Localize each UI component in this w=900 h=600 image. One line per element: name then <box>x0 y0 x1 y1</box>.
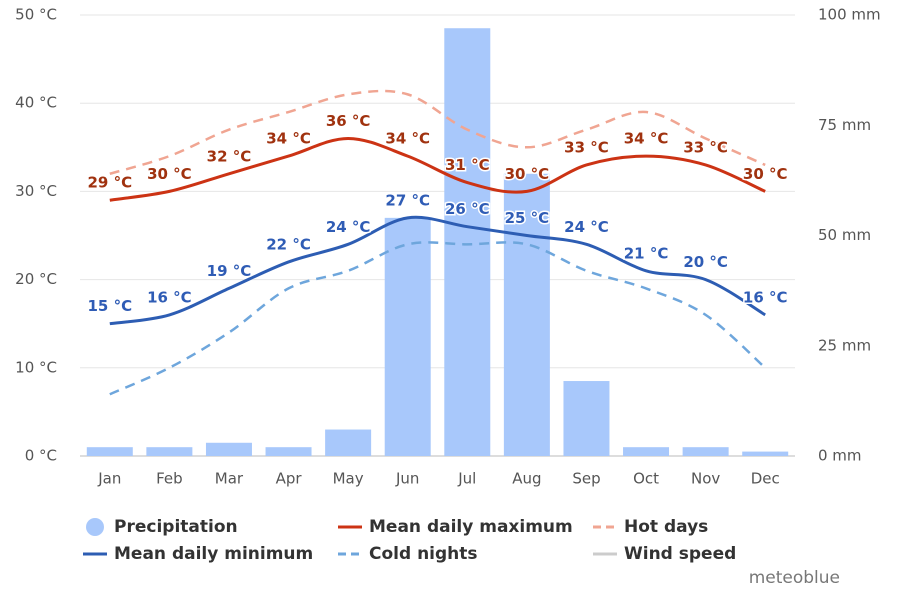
x-tick-label: Oct <box>633 470 659 488</box>
data-label: 32 °C <box>207 147 252 165</box>
legend-label: Hot days <box>624 517 708 537</box>
data-label: 24 °C <box>564 218 609 236</box>
y2-tick-label: 75 mm <box>818 116 871 134</box>
data-label: 33 °C <box>564 138 609 156</box>
legend-label: Wind speed <box>624 544 736 564</box>
grid <box>80 14 795 457</box>
legend-label: Precipitation <box>114 517 238 537</box>
bar <box>265 447 312 456</box>
x-tick-label: Dec <box>751 470 780 488</box>
y-tick-label: 40 °C <box>15 94 57 112</box>
y-tick-label: 20 °C <box>15 270 57 288</box>
data-label: 24 °C <box>326 218 371 236</box>
bar <box>682 447 729 456</box>
bar <box>444 28 491 456</box>
data-label: 34 °C <box>266 130 311 148</box>
x-tick-label: Aug <box>512 470 541 488</box>
bar <box>742 451 789 456</box>
bar <box>205 442 252 456</box>
bar <box>563 381 610 456</box>
data-label: 21 °C <box>624 244 669 262</box>
data-label: 31 °C <box>445 156 490 174</box>
line <box>109 136 766 202</box>
data-label: 34 °C <box>385 130 430 148</box>
data-label: 22 °C <box>266 235 311 253</box>
data-label: 19 °C <box>207 262 252 280</box>
y2-tick-label: 50 mm <box>818 226 871 244</box>
data-label: 30 °C <box>147 165 192 183</box>
line <box>109 215 766 326</box>
data-label: 15 °C <box>87 297 132 315</box>
y2-tick-label: 0 mm <box>818 447 862 465</box>
x-tick-label: May <box>333 470 364 488</box>
x-tick-label: Feb <box>156 470 183 488</box>
data-label: 16 °C <box>743 288 788 306</box>
data-label: 26 °C <box>445 200 490 218</box>
x-tick-label: Jan <box>97 470 121 488</box>
legend-label: Mean daily minimum <box>114 544 313 564</box>
data-label: 16 °C <box>147 288 192 306</box>
watermark: meteoblue <box>749 568 840 588</box>
data-label: 30 °C <box>505 165 550 183</box>
x-tick-label: Mar <box>215 470 244 488</box>
y2-tick-label: 25 mm <box>818 336 871 354</box>
bar <box>623 447 670 456</box>
x-tick-label: Apr <box>276 470 303 488</box>
bar <box>325 429 372 456</box>
bar <box>384 217 431 456</box>
y-tick-label: 0 °C <box>25 447 57 465</box>
data-label: 25 °C <box>505 209 550 227</box>
legend-symbol <box>86 518 104 536</box>
bar <box>503 173 550 456</box>
data-label: 33 °C <box>683 138 728 156</box>
line <box>109 89 766 175</box>
bar <box>86 447 133 456</box>
data-label: 30 °C <box>743 165 788 183</box>
y-tick-label: 10 °C <box>15 358 57 376</box>
line <box>109 241 767 396</box>
x-tick-label: Jul <box>457 470 476 488</box>
y-tick-label: 30 °C <box>15 182 57 200</box>
data-label: 20 °C <box>683 253 728 271</box>
legend-label: Cold nights <box>369 544 478 564</box>
x-tick-label: Sep <box>572 470 600 488</box>
bar <box>146 447 193 456</box>
data-label: 29 °C <box>87 174 132 192</box>
data-label: 27 °C <box>385 191 430 209</box>
y2-tick-label: 100 mm <box>818 6 881 24</box>
data-label: 34 °C <box>624 130 669 148</box>
x-tick-label: Nov <box>691 470 720 488</box>
legend-label: Mean daily maximum <box>369 517 573 537</box>
y-tick-label: 50 °C <box>15 6 57 24</box>
data-label: 36 °C <box>326 112 371 130</box>
x-tick-label: Jun <box>395 470 419 488</box>
